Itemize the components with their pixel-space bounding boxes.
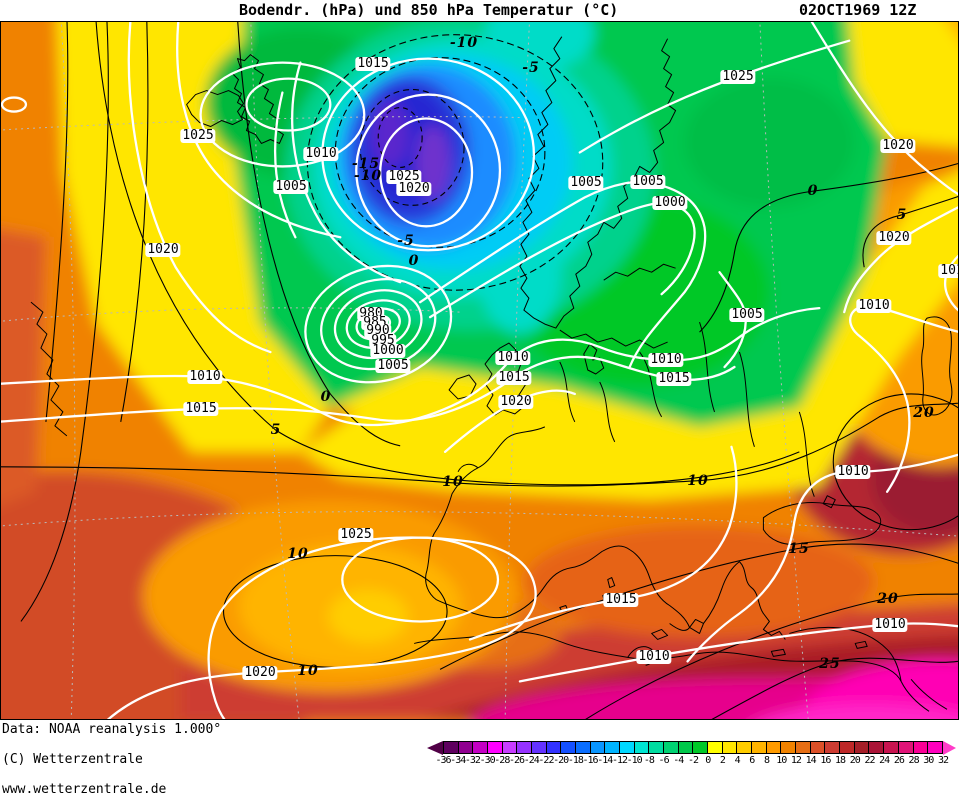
colorbar-tick: 2 [719, 755, 726, 766]
colorbar-cell [839, 742, 854, 753]
colorbar-cell [619, 742, 634, 753]
colorbar-tick: -12 [611, 755, 628, 766]
credits-line-url: www.wetterzentrale.de [2, 782, 167, 797]
colorbar-tick: -14 [597, 755, 613, 766]
colorbar-tick: 16 [820, 755, 831, 766]
credits: Data: NOAA reanalysis 1.000° (C) Wetterz… [2, 722, 221, 797]
colorbar-cell [780, 742, 796, 753]
colorbar-cell [677, 742, 693, 753]
colorbar-tick: 20 [849, 755, 861, 766]
colorbar-tick: -16 [582, 755, 599, 766]
colorbar-tick: -20 [553, 755, 569, 766]
colorbar-cell [692, 742, 708, 753]
colorbar-tick: -22 [538, 755, 554, 766]
graticule [1, 22, 958, 719]
map-title: Bodendr. (hPa) und 850 hPa Temperatur (°… [239, 1, 619, 19]
credits-line-data: Data: NOAA reanalysis 1.000° [2, 722, 222, 737]
colorbar-row [427, 740, 956, 755]
colorbar-tick: 0 [705, 755, 711, 766]
colorbar-tick: 30 [923, 755, 934, 766]
colorbar-cell [765, 742, 781, 753]
colorbar-tick: -30 [479, 755, 496, 766]
colorbar-cell [868, 742, 884, 753]
colorbar-cell [487, 742, 502, 753]
colorbar-tick: -26 [508, 755, 525, 766]
colorbar-cell [853, 742, 869, 753]
colorbar-cell [575, 742, 590, 753]
temperature-field [1, 22, 958, 719]
colorbar-tick-labels: -36 -34 -32 -30 -28 -26 -24 -22 -20 -18 -16 -14 -12-… [427, 755, 959, 768]
colorbar-cell [707, 742, 722, 753]
credits-line-copyright: (C) Wetterzentrale [2, 752, 143, 767]
weather-map-graphic [1, 22, 958, 719]
colorbar-cell [472, 742, 488, 753]
colorbar-tick: -4 [673, 755, 684, 766]
colorbar-cell [897, 742, 913, 753]
colorbar-tick: -10 [626, 755, 643, 766]
colorbar-cell [736, 742, 752, 753]
colorbar-cells [443, 741, 943, 754]
colorbar-tick: -32 [464, 755, 481, 766]
colorbar-tick: 14 [805, 755, 817, 766]
colorbar-cell [927, 742, 942, 753]
colorbar-tick: 6 [749, 755, 755, 766]
colorbar-left-arrow [427, 740, 443, 755]
title-bar: Bodendr. (hPa) und 850 hPa Temperatur (°… [0, 0, 959, 21]
colorbar-cell [912, 742, 928, 753]
map-timestamp: 02OCT1969 12Z [799, 1, 917, 19]
colorbar-cell [457, 742, 473, 753]
colorbar-tick: 32 [937, 755, 949, 766]
colorbar-cell [883, 742, 898, 753]
colorbar-cell [516, 742, 532, 753]
colorbar-cell [589, 742, 605, 753]
colorbar-cell [809, 742, 825, 753]
colorbar-tick: 22 [864, 755, 875, 766]
colorbar-cell [633, 742, 649, 753]
colorbar-right-arrow [943, 740, 956, 755]
colorbar-cell [751, 742, 766, 753]
colorbar-cell [604, 742, 620, 753]
colorbar-cell [545, 742, 561, 753]
colorbar-cell [501, 742, 517, 753]
colorbar-tick: 24 [879, 755, 890, 766]
colorbar-tick: 26 [893, 755, 905, 766]
coastlines [30, 36, 953, 712]
colorbar-cell [648, 742, 664, 753]
colorbar-tick: -34 [450, 755, 466, 766]
colorbar-cell [721, 742, 737, 753]
colorbar-tick: 10 [776, 755, 787, 766]
colorbar-tick: 4 [734, 755, 741, 766]
colorbar-cell [444, 742, 458, 753]
temperature-colorbar: -36 -34 -32 -30 -28 -26 -24 -22 -20 -18 -16 -14 -12-… [427, 740, 959, 770]
colorbar-tick: -36 [435, 755, 451, 766]
footer: Data: NOAA reanalysis 1.000° (C) Wetterz… [0, 720, 959, 797]
colorbar-tick: 18 [835, 755, 846, 766]
colorbar-tick: 28 [908, 755, 920, 766]
weather-map: 1015 1025 1010 1005 1025 1020 1020 1025 1020 1005… [0, 21, 959, 720]
colorbar-cell [531, 742, 546, 753]
colorbar-tick: 12 [790, 755, 802, 766]
colorbar-cell [560, 742, 576, 753]
colorbar-tick: -2 [687, 755, 699, 766]
colorbar-tick: -18 [567, 755, 584, 766]
colorbar-tick: -6 [658, 755, 670, 766]
colorbar-tick: -28 [494, 755, 510, 766]
colorbar-cell [663, 742, 678, 753]
colorbar-cell [824, 742, 840, 753]
colorbar-tick: 8 [764, 755, 770, 766]
colorbar-cell [795, 742, 810, 753]
colorbar-tick: -24 [523, 755, 540, 766]
colorbar-tick: -8 [643, 755, 655, 766]
